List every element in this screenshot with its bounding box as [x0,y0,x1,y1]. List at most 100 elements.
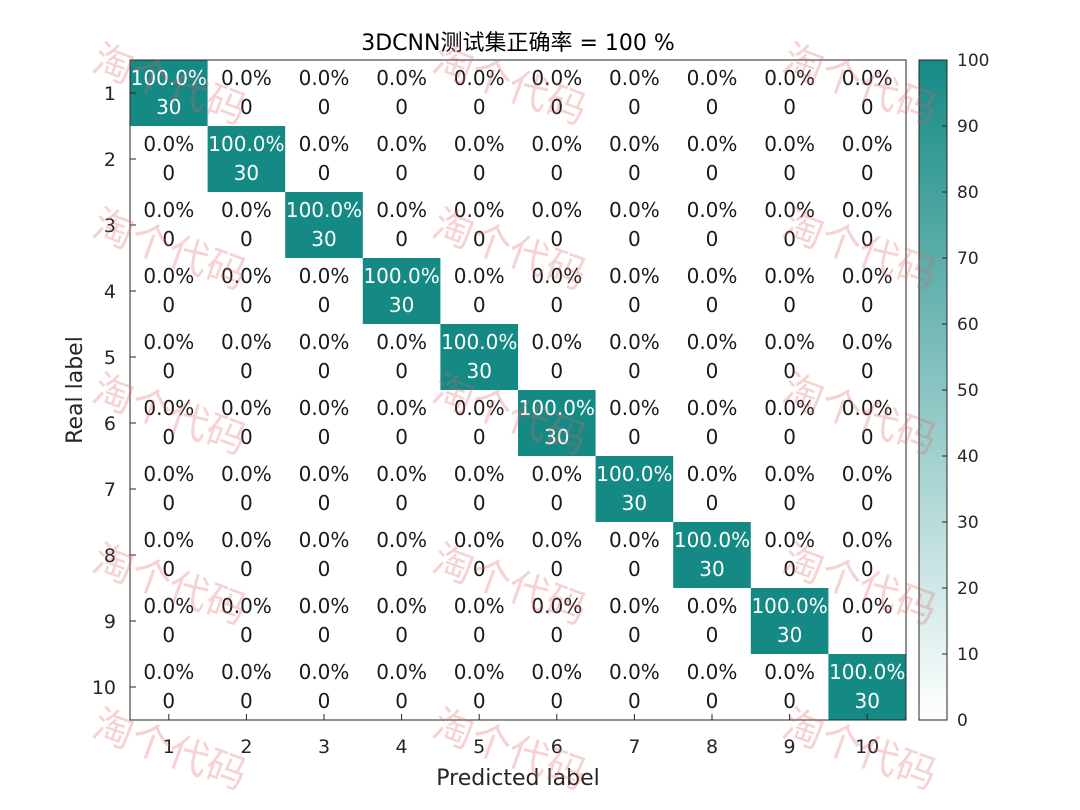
matrix-cell [595,456,674,523]
matrix-cell [828,60,907,127]
colorbar-tick-label: 0 [957,711,968,731]
cell-percentage: 0.0% [376,132,427,156]
cell-percentage: 0.0% [531,198,582,222]
cell-percentage: 0.0% [531,330,582,354]
matrix-cell [673,258,752,325]
cell-count: 0 [240,689,253,713]
cell-percentage: 0.0% [454,66,505,90]
matrix-cell [440,654,519,721]
cell-count: 0 [706,95,719,119]
cell-count: 0 [395,689,408,713]
cell-percentage: 0.0% [764,396,815,420]
cell-count: 0 [861,359,874,383]
matrix-cell [130,588,209,655]
cell-count: 30 [156,95,181,119]
cell-percentage: 0.0% [299,330,350,354]
cell-percentage: 100.0% [519,396,595,420]
matrix-cell [595,258,674,325]
cell-percentage: 0.0% [299,660,350,684]
x-tick-label: 2 [240,736,252,758]
cell-percentage: 0.0% [454,462,505,486]
matrix-cell [595,390,674,457]
cell-percentage: 0.0% [531,66,582,90]
cell-percentage: 0.0% [609,198,660,222]
cell-count: 0 [162,425,175,449]
cell-percentage: 0.0% [687,264,738,288]
cell-count: 0 [706,227,719,251]
cell-percentage: 0.0% [454,660,505,684]
cell-count: 30 [699,557,724,581]
cell-count: 0 [550,623,563,647]
matrix-cell [828,588,907,655]
matrix-cell [362,192,441,259]
cell-percentage: 0.0% [687,330,738,354]
cell-count: 0 [550,227,563,251]
matrix-cell [440,126,519,193]
colorbar-tick-label: 30 [957,513,979,533]
cell-count: 0 [473,425,486,449]
matrix-cell [750,522,829,589]
cell-percentage: 0.0% [609,660,660,684]
cell-percentage: 0.0% [764,462,815,486]
cell-percentage: 0.0% [376,462,427,486]
cell-percentage: 0.0% [143,462,194,486]
cell-count: 0 [861,293,874,317]
cell-percentage: 0.0% [842,462,893,486]
cell-count: 0 [240,491,253,515]
y-tick-label: 1 [104,83,116,105]
cell-percentage: 0.0% [609,132,660,156]
matrix-cell [130,60,209,127]
matrix-cell [595,60,674,127]
cell-count: 0 [395,623,408,647]
cell-percentage: 0.0% [609,264,660,288]
cell-percentage: 0.0% [221,198,272,222]
cell-percentage: 0.0% [454,594,505,618]
cell-percentage: 0.0% [454,264,505,288]
matrix-cell [440,60,519,127]
cell-count: 0 [550,95,563,119]
cell-percentage: 0.0% [376,396,427,420]
cell-count: 0 [550,689,563,713]
cell-percentage: 0.0% [221,462,272,486]
cell-percentage: 0.0% [842,264,893,288]
cell-count: 0 [395,557,408,581]
matrix-cell [518,654,597,721]
matrix-cell [673,456,752,523]
cell-percentage: 100.0% [131,66,207,90]
cell-percentage: 0.0% [143,132,194,156]
colorbar-tick-label: 100 [957,51,989,71]
cell-count: 0 [395,95,408,119]
cell-count: 0 [318,425,331,449]
matrix-cell [518,522,597,589]
matrix-cell [595,522,674,589]
cell-percentage: 0.0% [221,660,272,684]
matrix-cell [518,258,597,325]
chart-title: 3DCNN测试集正确率 = 100 % [361,31,675,56]
cell-percentage: 0.0% [764,132,815,156]
cell-count: 0 [861,227,874,251]
cell-count: 0 [162,359,175,383]
cell-count: 0 [473,161,486,185]
cell-count: 0 [706,161,719,185]
cell-percentage: 100.0% [363,264,439,288]
cell-percentage: 0.0% [454,528,505,552]
cell-count: 0 [706,425,719,449]
cell-percentage: 0.0% [687,462,738,486]
cell-count: 0 [550,491,563,515]
cell-percentage: 0.0% [299,396,350,420]
matrix-cell [750,192,829,259]
matrix-cell [673,126,752,193]
matrix-cell [595,324,674,391]
matrix-cell [673,390,752,457]
colorbar-tick-label: 90 [957,117,979,137]
matrix-cell [362,456,441,523]
matrix-cell [673,324,752,391]
cell-count: 0 [473,689,486,713]
cell-count: 0 [628,623,641,647]
cell-count: 0 [162,227,175,251]
cell-percentage: 0.0% [221,66,272,90]
cell-percentage: 0.0% [221,264,272,288]
cell-count: 0 [628,425,641,449]
matrix-cell [285,456,364,523]
cell-count: 30 [777,623,802,647]
